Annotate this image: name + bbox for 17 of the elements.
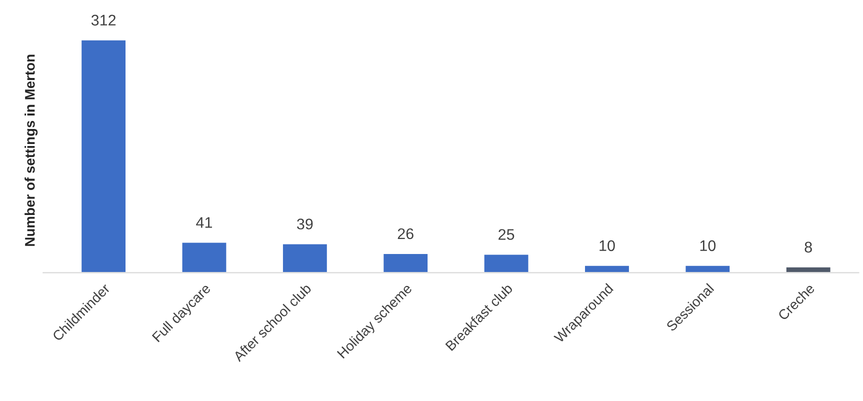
bar (684, 264, 732, 273)
bar (282, 242, 328, 273)
bar (482, 253, 530, 273)
data-label: 25 (498, 229, 514, 240)
data-label: 39 (297, 218, 313, 230)
data-label: 26 (398, 228, 414, 240)
data-label: 41 (196, 217, 212, 228)
data-label: 8 (804, 242, 812, 253)
bar (180, 241, 228, 273)
bar (382, 252, 429, 273)
bar (784, 266, 832, 273)
y-axis-title: Number of settings in Merton (24, 54, 38, 246)
data-label: 10 (600, 240, 615, 252)
bar (80, 39, 127, 273)
data-label: 312 (91, 14, 116, 26)
bar (584, 264, 630, 273)
data-label: 10 (700, 240, 716, 252)
